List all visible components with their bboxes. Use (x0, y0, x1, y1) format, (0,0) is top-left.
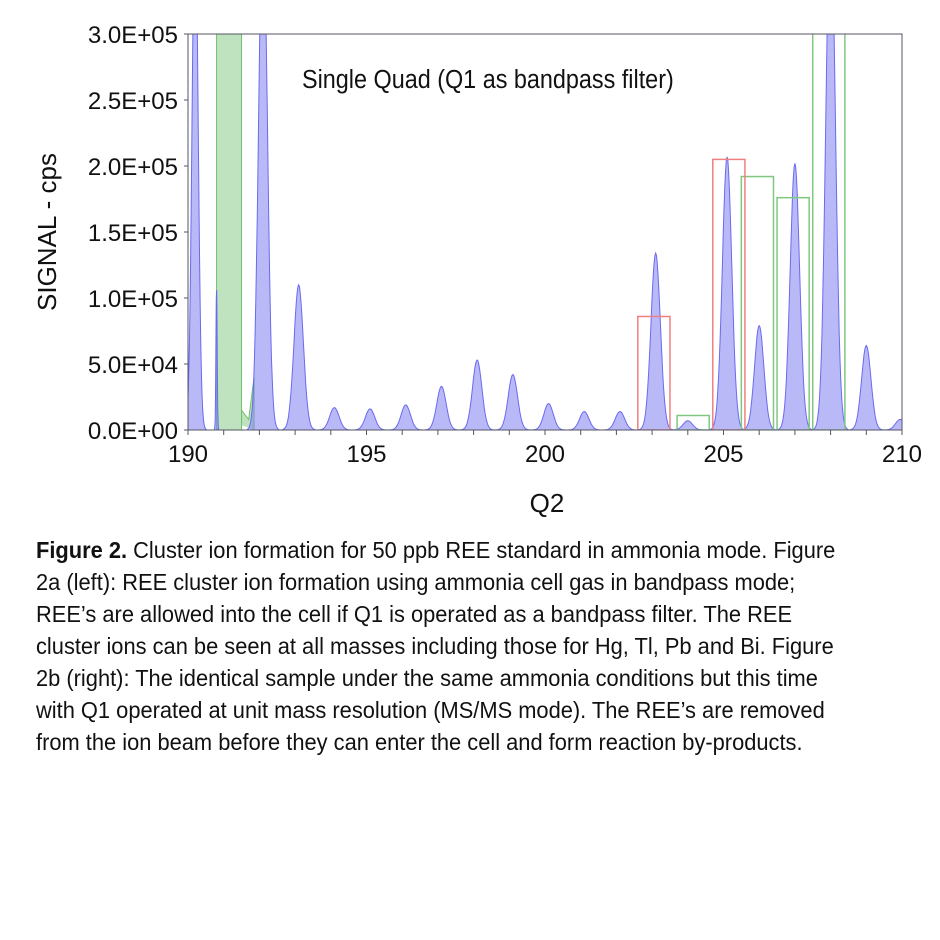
y-tick-label: 0.0E+00 (88, 418, 178, 445)
peak (812, 34, 849, 430)
peak (566, 410, 602, 430)
peak (602, 410, 638, 430)
green-fill-band (216, 34, 243, 430)
peak (848, 344, 885, 430)
y-tick-label: 3.0E+05 (88, 22, 178, 49)
peak (777, 163, 813, 430)
y-tick-label: 5.0E+04 (88, 352, 178, 379)
peak (424, 385, 459, 430)
y-tick-label: 1.0E+05 (88, 286, 178, 313)
x-tick-label: 195 (346, 441, 386, 468)
peak (741, 324, 778, 430)
peak (670, 420, 706, 430)
caption-text: Cluster ion formation for 50 ppb REE sta… (36, 537, 836, 755)
peak (352, 408, 388, 430)
caption-label: Figure 2. (36, 537, 128, 563)
peak (495, 373, 531, 430)
red-bar-outline (637, 315, 671, 430)
peak (709, 156, 745, 430)
peak (388, 404, 424, 430)
y-axis-label: SIGNAL - cps (32, 153, 62, 311)
y-tick-label: 1.5E+05 (88, 220, 178, 247)
peak (246, 34, 280, 430)
x-tick-label: 200 (525, 441, 565, 468)
chart: 0.0E+00 5.0E+04 1.0E+05 1.5E+05 2.0E+05 2.5E+… (32, 22, 922, 518)
peak (213, 290, 220, 430)
x-axis-label: Q2 (530, 488, 565, 518)
x-tick-label: 190 (168, 441, 208, 468)
peak (188, 34, 207, 430)
peak (459, 359, 496, 430)
y-tick-label: 2.0E+05 (88, 154, 178, 181)
peak (637, 251, 674, 430)
x-tick-label: 210 (882, 441, 922, 468)
peak (280, 283, 317, 430)
green-bar-outline (776, 196, 810, 430)
y-tick-label: 2.5E+05 (88, 88, 178, 115)
red-bar-outline (712, 158, 746, 430)
peak (531, 403, 566, 430)
figure-caption: Figure 2. Cluster ion formation for 50 p… (36, 534, 854, 758)
green-bar-outline (676, 414, 710, 430)
green-bar-outline (812, 34, 846, 430)
peak (317, 407, 352, 430)
peak (882, 418, 902, 430)
chart-title: Single Quad (Q1 as bandpass filter) (302, 66, 674, 94)
green-bar-outline (740, 175, 775, 430)
x-tick-label: 205 (703, 441, 743, 468)
